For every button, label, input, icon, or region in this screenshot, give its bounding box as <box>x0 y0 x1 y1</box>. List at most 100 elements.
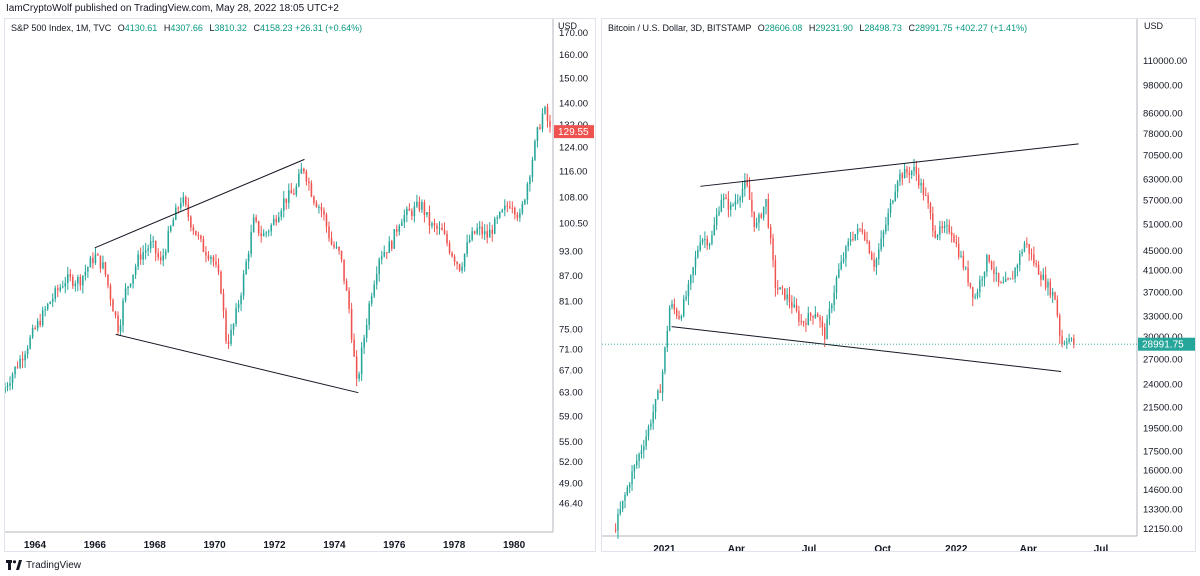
y-tick-label: 12150.00 <box>1143 524 1183 535</box>
x-tick-label: 1964 <box>24 540 47 551</box>
candle-body <box>139 254 142 260</box>
candle-body <box>262 233 265 237</box>
candle-body <box>680 316 683 319</box>
candle-body <box>112 299 114 312</box>
candle-body <box>416 201 418 207</box>
btc-high: 29231.90 <box>815 23 853 33</box>
y-tick-label: 45000.00 <box>1143 246 1183 257</box>
candle-body <box>981 278 983 281</box>
candle-body <box>955 242 958 244</box>
candle-body <box>144 250 147 253</box>
candle-body <box>819 317 821 321</box>
btc-symbol: Bitcoin / U.S. Dollar, 3D, BITSTAMP <box>608 23 752 33</box>
candle-body <box>177 207 180 209</box>
candle-body <box>230 329 232 344</box>
candle-body <box>9 383 11 386</box>
candle-body <box>1004 278 1007 283</box>
candle-body <box>245 261 247 275</box>
candle-body <box>690 275 692 284</box>
y-tick-label: 51000.00 <box>1143 219 1183 230</box>
candle-body <box>325 214 328 227</box>
candle-body <box>99 255 102 269</box>
candle-body <box>137 254 139 267</box>
candle-body <box>436 225 438 229</box>
candle-body <box>678 315 680 319</box>
candle-body <box>666 330 669 348</box>
candle-body <box>406 208 408 216</box>
candle-body <box>1054 292 1056 300</box>
candle-body <box>539 127 541 129</box>
candle-body <box>922 183 925 195</box>
candle-body <box>988 255 990 262</box>
sp500-chart-svg[interactable]: 170.00160.00150.00140.00132.00124.00116.… <box>5 19 595 551</box>
y-tick-label: 170.00 <box>559 28 588 39</box>
last-price-tag-label: 28991.75 <box>1142 340 1184 351</box>
x-tick-label: 1970 <box>203 540 226 551</box>
candle-body <box>906 168 908 173</box>
sp500-chart-panel[interactable]: S&P 500 Index, 1M, TVC O4130.61 H4307.66… <box>4 18 596 552</box>
x-tick-label: Apr <box>728 544 745 551</box>
candle-body <box>953 235 955 243</box>
trendline <box>700 143 1079 187</box>
candle-body <box>950 232 953 236</box>
candle-body <box>225 310 227 342</box>
publisher-text: IamCryptoWolf published on TradingView.c… <box>6 3 339 14</box>
candle-body <box>418 201 421 210</box>
candle-body <box>1061 335 1063 344</box>
candle-body <box>936 235 939 238</box>
candle-body <box>202 238 205 252</box>
candle-body <box>1014 268 1016 279</box>
candle-body <box>1056 299 1059 316</box>
candle-body <box>859 228 861 230</box>
btc-chart-svg[interactable]: 110000.00 98000.00 86000.00 78000.00 70500.0… <box>602 19 1195 551</box>
candle-body <box>979 280 981 293</box>
candle-body <box>821 320 824 328</box>
x-tick-label: 1980 <box>503 540 526 551</box>
tradingview-footer[interactable]: TradingView <box>6 556 81 574</box>
candle-body <box>388 241 391 254</box>
candle-body <box>353 339 355 357</box>
candle-body <box>124 288 127 301</box>
candle-body <box>255 217 257 222</box>
candle-body <box>320 207 323 211</box>
candle-body <box>715 215 718 225</box>
candle-body <box>232 324 235 330</box>
candle-body <box>737 200 739 202</box>
candle-body <box>1028 243 1030 254</box>
candle-body <box>438 227 441 229</box>
candle-body <box>41 310 44 326</box>
candle-body <box>26 348 29 355</box>
candle-body <box>157 253 159 258</box>
candle-body <box>739 197 741 201</box>
candle-body <box>929 203 932 214</box>
candle-body <box>187 204 190 217</box>
btc-chart-panel[interactable]: Bitcoin / U.S. Dollar, 3D, BITSTAMP O286… <box>601 18 1196 552</box>
candle-body <box>636 460 638 466</box>
y-tick-label: 87.00 <box>559 271 583 282</box>
candle-body <box>549 121 551 128</box>
candle-body <box>664 347 666 372</box>
candle-body <box>529 176 531 185</box>
candle-body <box>866 239 868 242</box>
sp500-open: 4130.61 <box>124 23 158 33</box>
candle-body <box>939 226 941 236</box>
candle-body <box>1070 338 1073 340</box>
candle-body <box>1023 243 1026 252</box>
candle-body <box>498 211 501 218</box>
y-tick-label: 16000.00 <box>1143 465 1183 476</box>
candle-body <box>1068 338 1070 342</box>
y-tick-label: 49.00 <box>559 479 583 490</box>
candle-body <box>976 292 979 297</box>
candle-body <box>303 168 305 172</box>
candle-body <box>19 358 21 368</box>
candle-body <box>506 205 509 207</box>
trendline <box>94 158 305 249</box>
candle-body <box>967 267 969 283</box>
candle-body <box>433 223 436 226</box>
y-tick-label: 63.00 <box>559 388 583 399</box>
candle-body <box>308 181 310 184</box>
candle-body <box>920 183 922 186</box>
candle-body <box>673 304 676 310</box>
candle-body <box>614 529 617 531</box>
candle-body <box>722 197 725 200</box>
